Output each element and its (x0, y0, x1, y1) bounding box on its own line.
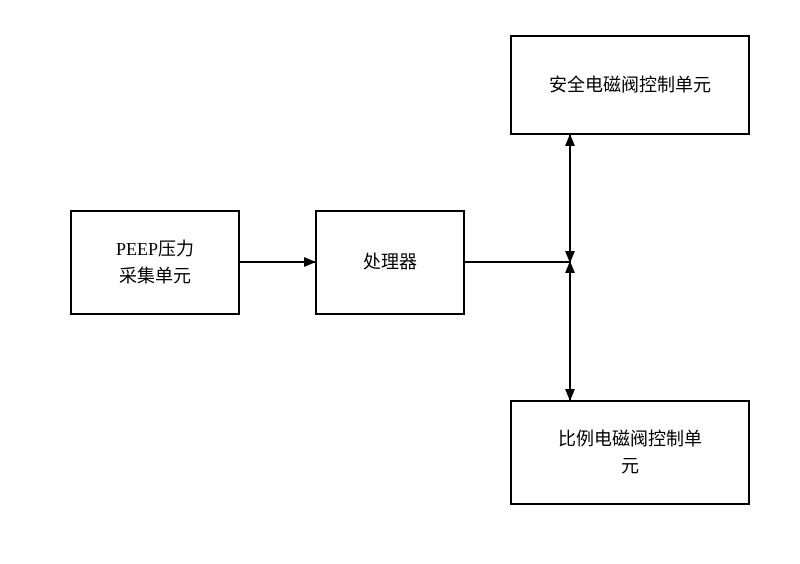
node-peep-label: PEEP压力采集单元 (116, 236, 194, 290)
node-processor-label: 处理器 (363, 249, 417, 276)
node-safety-valve-label: 安全电磁阀控制单元 (549, 72, 711, 99)
node-peep: PEEP压力采集单元 (70, 210, 240, 315)
node-proportional-valve-label: 比例电磁阀控制单元 (558, 426, 702, 480)
node-processor: 处理器 (315, 210, 465, 315)
node-safety-valve: 安全电磁阀控制单元 (510, 35, 750, 135)
node-proportional-valve: 比例电磁阀控制单元 (510, 400, 750, 505)
